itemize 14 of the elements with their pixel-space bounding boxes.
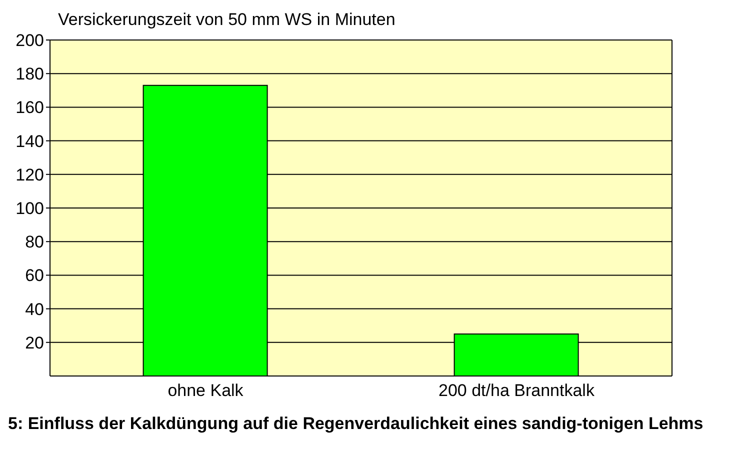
y-tick-label: 140 [16,132,44,151]
y-tick-label: 20 [25,333,44,352]
y-tick-label: 120 [16,165,44,184]
y-tick-label: 180 [16,64,44,84]
y-axis-title: Versickerungszeit von 50 mm WS in Minuten [57,9,396,31]
y-tick-label: 160 [16,98,44,118]
text: 5: Einfluss der Kalkdüngung auf die Regenverdaulichkeit eines sandig-tonigen Lehms [8,414,704,434]
y-tick-label: 80 [25,232,44,252]
y-tick-label: 40 [25,300,44,319]
x-tick-label: ohne Kalk [168,381,244,400]
y-tick-label: 100 [16,199,44,218]
y-tick-label: 60 [25,266,44,286]
x-tick-label: 200 dt/ha Branntkalk [438,381,595,400]
y-tick-label: 200 [16,31,44,50]
